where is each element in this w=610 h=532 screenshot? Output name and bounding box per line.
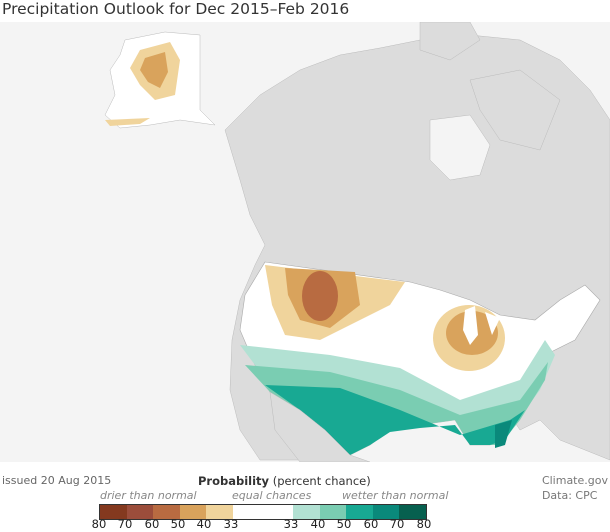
equal-chances-label: equal chances: [232, 489, 312, 502]
legend-tick: 50: [336, 517, 352, 531]
legend-swatch-wet-50: [319, 505, 347, 519]
legend-swatch-dry-40: [206, 505, 233, 519]
legend-tick: 60: [363, 517, 379, 531]
legend-tick: 50: [170, 517, 186, 531]
data-source-credit: Data: CPC: [541, 489, 598, 502]
legend-tick: 40: [310, 517, 326, 531]
legend-title-bold: Probability: [198, 474, 270, 488]
legend-tick: 33: [283, 517, 299, 531]
precipitation-map: [0, 22, 610, 462]
credit-block: Climate.gov Data: CPC: [542, 473, 608, 503]
wetter-label: wetter than normal: [342, 489, 449, 502]
legend-swatch-wet-60: [346, 505, 373, 519]
issued-date: issued 20 Aug 2015: [2, 474, 112, 487]
legend-swatch-dry-50: [179, 505, 206, 519]
legend-title-rest: (percent chance): [269, 474, 371, 488]
legend-color-bar: [99, 504, 427, 520]
legend-title: Probability (percent chance): [198, 474, 371, 488]
drier-label: drier than normal: [100, 489, 197, 502]
map-title: Precipitation Outlook for Dec 2015–Feb 2…: [2, 0, 350, 18]
legend-tick: 70: [117, 517, 133, 531]
legend-swatch-equal: [232, 505, 294, 519]
legend-tick: 33: [223, 517, 239, 531]
legend-swatch-wet-40: [293, 505, 320, 519]
legend-swatch-wet-80: [399, 505, 426, 519]
legend-tick: 40: [196, 517, 212, 531]
legend-tick: 70: [389, 517, 405, 531]
legend-tick: 80: [91, 517, 107, 531]
climate-gov-credit: Climate.gov: [541, 474, 608, 487]
legend-swatch-wet-70: [372, 505, 400, 519]
legend-tick: 80: [416, 517, 432, 531]
legend-swatch-dry-80: [100, 505, 127, 519]
legend-swatch-dry-70: [126, 505, 153, 519]
legend-tick: 60: [144, 517, 160, 531]
legend-swatch-dry-60: [153, 505, 180, 519]
